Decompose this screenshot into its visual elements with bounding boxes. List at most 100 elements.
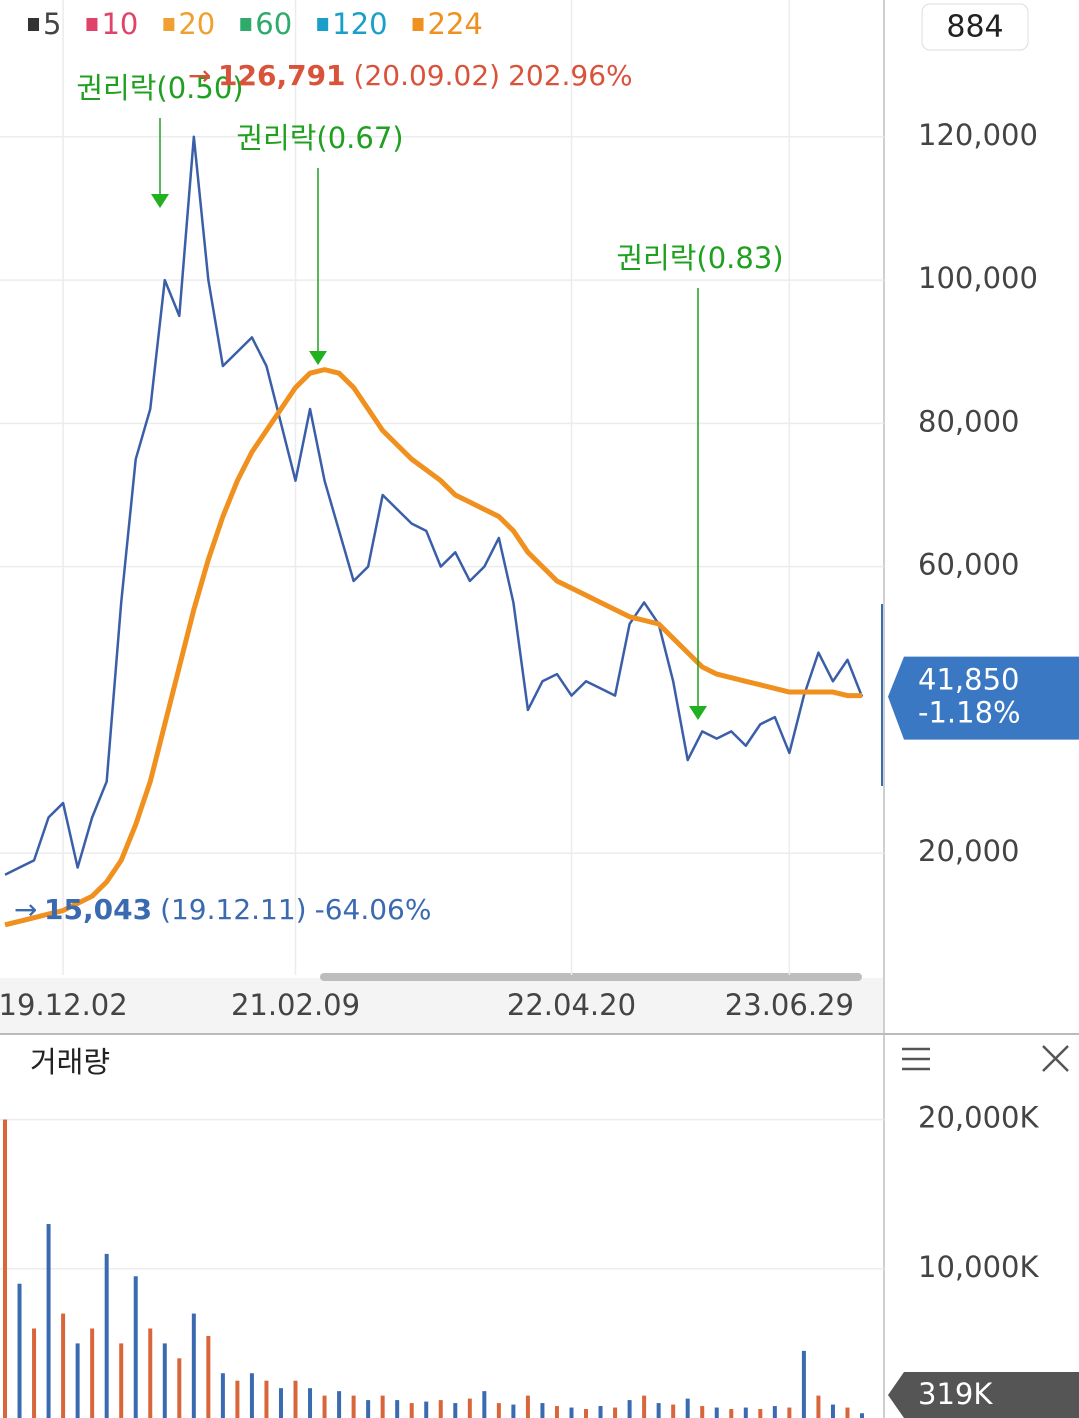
volume-bar <box>758 1409 763 1418</box>
x-axis-strip <box>0 978 884 1034</box>
volume-bar <box>453 1403 458 1418</box>
low-value: 15,043 <box>44 893 152 926</box>
volume-bar <box>351 1395 356 1418</box>
volume-title: 거래량 <box>30 1045 110 1079</box>
volume-bar <box>90 1328 95 1418</box>
volume-bar <box>424 1401 429 1418</box>
volume-bar <box>569 1407 574 1418</box>
volume-bar <box>743 1407 748 1418</box>
volume-bar <box>162 1343 167 1418</box>
y-tick-label: 10,000K <box>918 1250 1039 1284</box>
y-tick-label: 20,000K <box>918 1101 1039 1135</box>
legend-swatch <box>86 18 98 31</box>
volume-bar <box>380 1395 385 1418</box>
volume-bar <box>540 1403 545 1418</box>
volume-bar <box>700 1406 705 1418</box>
volume-bar <box>830 1404 835 1418</box>
legend-swatch <box>317 18 329 31</box>
legend-swatch <box>28 18 39 31</box>
volume-bar <box>191 1313 196 1418</box>
y-tick-label: 120,000 <box>918 118 1038 152</box>
volume-bar <box>714 1407 719 1418</box>
low-arrow: → <box>14 893 37 926</box>
legend-swatch <box>163 18 175 31</box>
volume-tag <box>888 1372 1079 1418</box>
volume-bar <box>395 1400 400 1418</box>
volume-bar <box>366 1400 371 1418</box>
legend-label: 60 <box>255 7 292 41</box>
volume-bar <box>584 1409 589 1418</box>
volume-bar <box>627 1400 632 1418</box>
low-date: (19.12.11) <box>160 893 307 926</box>
volume-bar <box>17 1283 22 1418</box>
last-change: -1.18% <box>918 696 1021 730</box>
volume-bar <box>235 1380 240 1418</box>
volume-bar <box>3 1119 7 1418</box>
annotation-head <box>151 194 169 208</box>
high-arrow: → <box>188 59 211 92</box>
volume-bar <box>613 1407 618 1418</box>
volume-bar <box>496 1403 501 1418</box>
x-tick-label: 21.02.09 <box>231 988 360 1022</box>
x-tick-label: 22.04.20 <box>507 988 636 1022</box>
price-line <box>4 367 862 928</box>
legend-label: 5 <box>43 7 61 41</box>
volume-bar <box>61 1313 66 1418</box>
volume-bar <box>554 1406 559 1418</box>
legend-label: 120 <box>332 7 387 41</box>
volume-bar <box>46 1224 51 1418</box>
volume-bar <box>860 1413 864 1418</box>
annotation: 권리락(0.83) <box>616 241 783 275</box>
x-tick-label: 23.06.29 <box>725 988 854 1022</box>
y-tick-label: 60,000 <box>918 548 1019 582</box>
menu-icon[interactable] <box>902 1047 930 1071</box>
volume-bar <box>220 1373 225 1418</box>
volume-bar <box>772 1406 777 1418</box>
volume-bar <box>337 1391 342 1418</box>
volume-bar <box>206 1335 211 1418</box>
volume-bar <box>685 1398 690 1418</box>
y-tick-label: 80,000 <box>918 404 1019 438</box>
volume-bar <box>148 1328 153 1418</box>
volume-bar <box>642 1395 647 1418</box>
legend-label: 20 <box>178 7 215 41</box>
high-change: 202.96% <box>508 59 633 92</box>
x-tick-label: 19.12.02 <box>0 988 128 1022</box>
volume-bar <box>787 1407 792 1418</box>
high-date: (20.09.02) <box>354 59 501 92</box>
scrollbar[interactable] <box>320 973 862 981</box>
volume-bar <box>177 1358 182 1418</box>
volume-last: 319K <box>918 1377 993 1411</box>
volume-bar <box>482 1391 487 1418</box>
volume-bar <box>467 1398 472 1418</box>
volume-bar <box>409 1403 414 1418</box>
volume-bar <box>75 1343 80 1418</box>
y-tick-label: 100,000 <box>918 261 1038 295</box>
annotation-head <box>689 706 707 720</box>
volume-bar <box>656 1403 661 1418</box>
volume-bar <box>598 1406 603 1418</box>
volume-bar <box>119 1343 124 1418</box>
legend-label: 224 <box>428 7 483 41</box>
volume-bar <box>438 1400 443 1418</box>
volume-bar <box>278 1388 283 1418</box>
legend-label: 10 <box>101 7 138 41</box>
low-change: -64.06% <box>315 893 432 926</box>
box[interactable] <box>921 3 1029 51</box>
volume-bar <box>511 1404 516 1418</box>
volume-bar <box>308 1388 313 1418</box>
volume-bar <box>32 1328 37 1418</box>
volume-bar <box>816 1395 821 1418</box>
legend-swatch <box>412 18 424 31</box>
volume-bar <box>293 1380 298 1418</box>
close-icon[interactable] <box>1042 1045 1069 1072</box>
legend-swatch <box>240 18 252 31</box>
volume-bar <box>729 1409 734 1418</box>
price-line <box>4 135 864 876</box>
annotation: 권리락(0.67) <box>236 121 403 155</box>
volume-bar <box>322 1395 327 1418</box>
high-value: 126,791 <box>218 59 346 92</box>
y-tick-label: 20,000 <box>918 834 1019 868</box>
